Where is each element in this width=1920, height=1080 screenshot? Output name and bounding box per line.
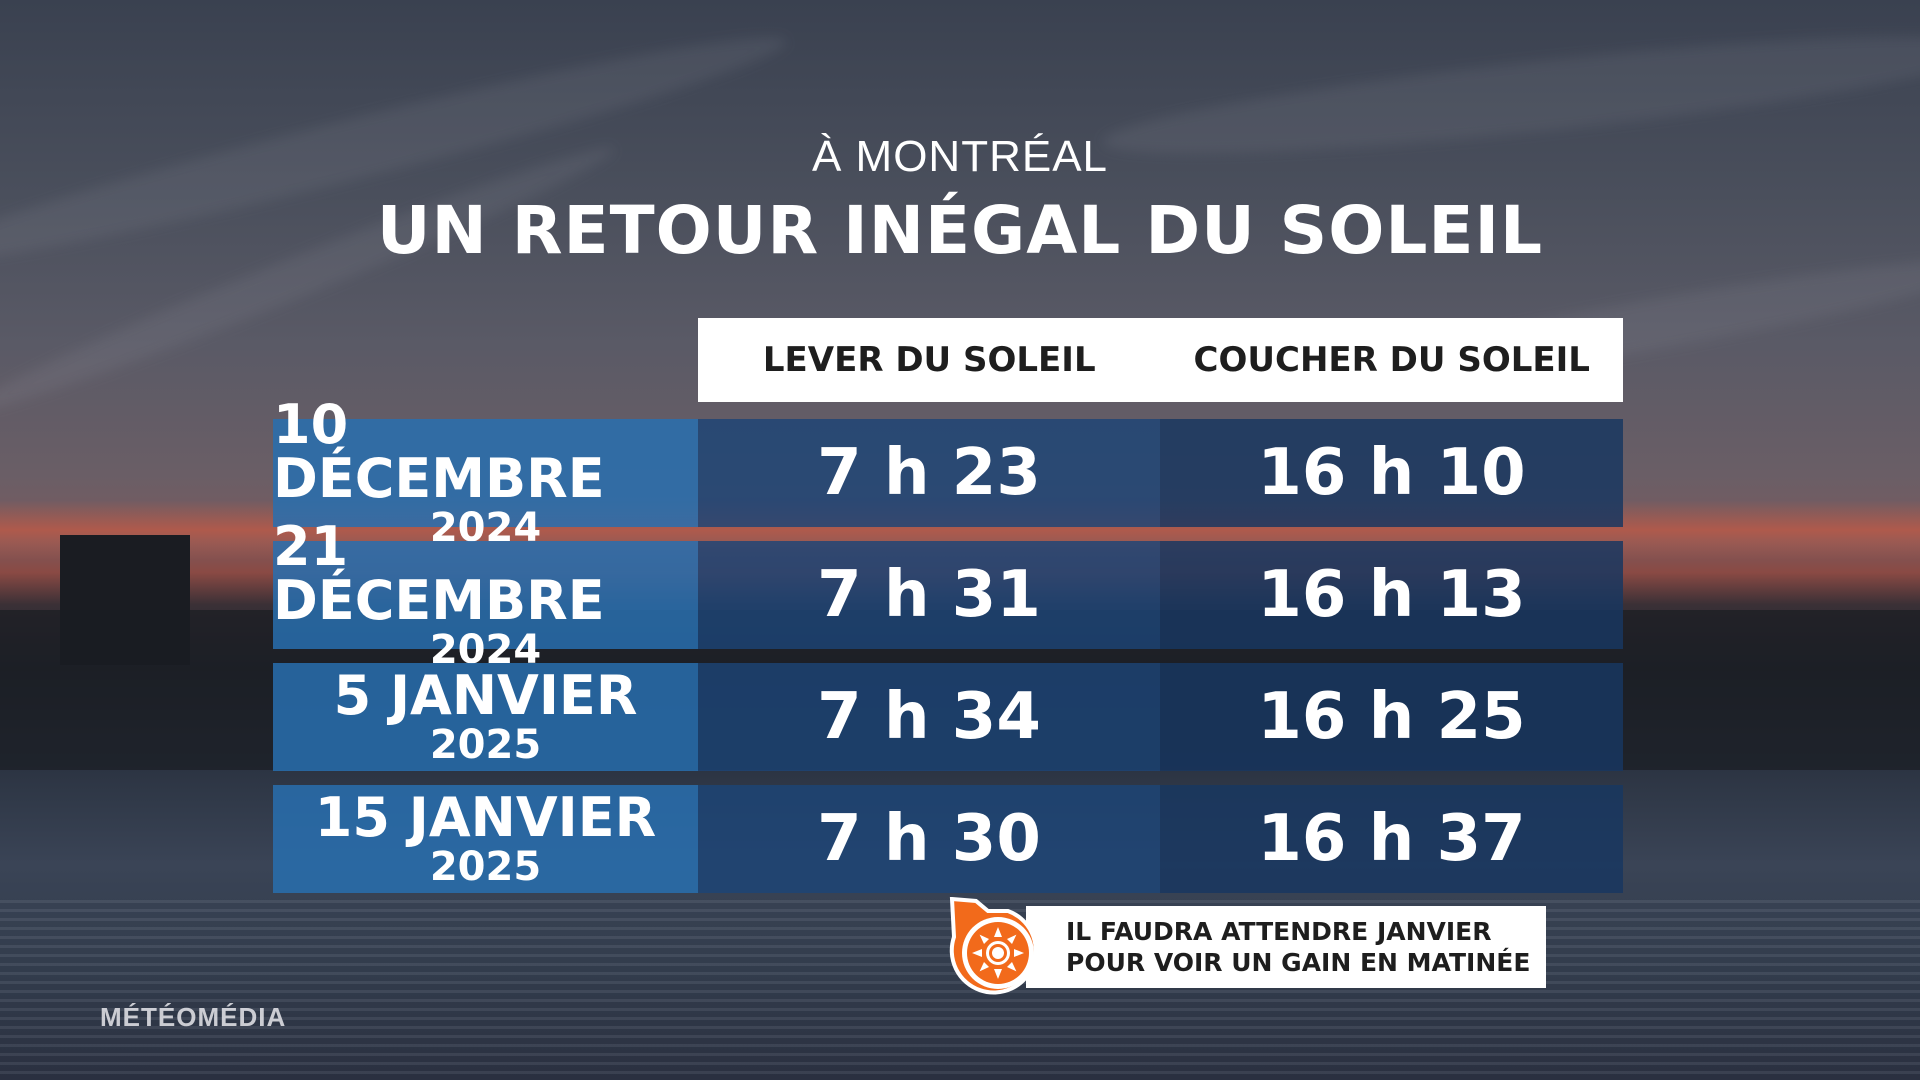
year-label: 2025 — [429, 844, 542, 890]
sunrise-time: 7 h 30 — [698, 785, 1160, 893]
sunset-time: 16 h 37 — [1160, 785, 1623, 893]
callout-text: IL FAUDRA ATTENDRE JANVIER POUR VOIR UN … — [1026, 906, 1547, 988]
location-subtitle: À MONTRÉAL — [811, 132, 1109, 181]
sunset-time: 16 h 10 — [1160, 419, 1623, 527]
table-row: 21 DÉCEMBRE 2024 7 h 31 16 h 13 — [273, 520, 1623, 670]
date-cell: 21 DÉCEMBRE 2024 — [273, 520, 698, 670]
date-label: 15 JANVIER — [314, 786, 657, 849]
table-row: 5 JANVIER 2025 7 h 34 16 h 25 — [273, 663, 1623, 771]
date-cell: 15 JANVIER 2025 — [273, 785, 698, 893]
table-row: 15 JANVIER 2025 7 h 30 16 h 37 — [273, 785, 1623, 893]
page-title: UN RETOUR INÉGAL DU SOLEIL — [376, 192, 1544, 269]
table-row: 10 DÉCEMBRE 2024 7 h 23 16 h 10 — [273, 398, 1623, 548]
sunrise-time: 7 h 31 — [698, 541, 1160, 649]
info-callout: IL FAUDRA ATTENDRE JANVIER POUR VOIR UN … — [948, 894, 1547, 1000]
sunrise-time: 7 h 34 — [698, 663, 1160, 771]
year-label: 2025 — [429, 722, 542, 768]
brand-logo: MÉTÉOMÉDIA — [100, 1002, 287, 1032]
date-label: 10 DÉCEMBRE — [273, 393, 605, 510]
callout-line-2: POUR VOIR UN GAIN EN MATINÉE — [1066, 948, 1531, 977]
callout-line-1: IL FAUDRA ATTENDRE JANVIER — [1066, 916, 1492, 946]
column-header-sunrise: LEVER DU SOLEIL — [762, 340, 1096, 380]
date-cell: 10 DÉCEMBRE 2024 — [273, 398, 698, 548]
sunset-time: 16 h 13 — [1160, 541, 1623, 649]
sunrise-time: 7 h 23 — [698, 419, 1160, 527]
table-header: LEVER DU SOLEIL COUCHER DU SOLEIL — [698, 318, 1623, 402]
date-cell: 5 JANVIER 2025 — [273, 663, 698, 771]
sunset-time: 16 h 25 — [1160, 663, 1623, 771]
date-label: 21 DÉCEMBRE — [273, 515, 605, 632]
sun-icon — [948, 896, 1048, 997]
date-label: 5 JANVIER — [333, 664, 638, 727]
column-header-sunset: COUCHER DU SOLEIL — [1193, 340, 1590, 380]
